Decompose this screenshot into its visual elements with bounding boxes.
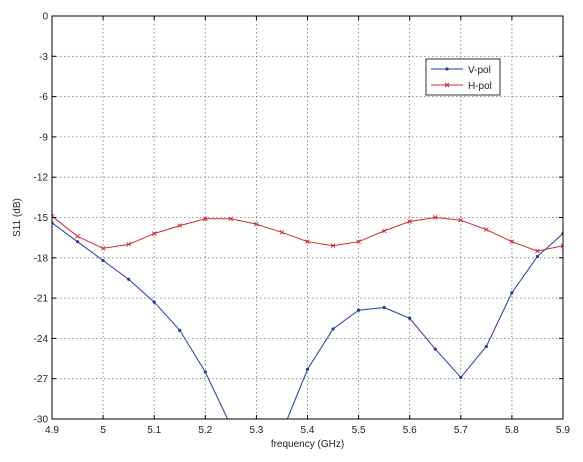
- data-point-v-pol: [357, 308, 361, 312]
- data-point-v-pol: [280, 431, 283, 434]
- y-tick-label: -30: [34, 415, 49, 426]
- data-point-h-pol: [305, 239, 310, 244]
- y-tick-label: -24: [34, 334, 49, 345]
- data-point-h-pol: [177, 223, 183, 228]
- data-point-h-pol: [509, 239, 515, 244]
- data-point-v-pol: [459, 375, 463, 379]
- legend-text-h-pol: H-pol: [468, 81, 492, 92]
- data-point-v-pol: [127, 277, 131, 281]
- legend-text-v-pol: V-pol: [468, 65, 491, 76]
- data-point-h-pol: [330, 243, 336, 249]
- data-point-v-pol: [101, 258, 105, 263]
- data-point-v-pol: [178, 328, 182, 332]
- data-point-v-pol: [535, 254, 540, 259]
- data-point-h-pol: [228, 216, 234, 222]
- data-point-h-pol: [484, 227, 489, 232]
- data-point-v-pol: [408, 316, 412, 320]
- data-point-h-pol: [458, 217, 464, 223]
- data-point-h-pol: [432, 215, 438, 220]
- y-tick-label: -3: [39, 52, 48, 63]
- x-tick-label: 5.2: [198, 425, 212, 436]
- y-tick-label: -18: [34, 253, 49, 264]
- data-point-h-pol: [279, 229, 285, 235]
- x-tick-label: 5.5: [352, 425, 366, 436]
- data-point-h-pol: [254, 221, 259, 227]
- data-point-v-pol: [510, 291, 514, 295]
- x-axis-label: frequency (GHz): [271, 439, 344, 450]
- x-tick-label: 5.4: [301, 425, 315, 436]
- data-point-v-pol: [484, 344, 488, 349]
- axis-ticks: 4.9 5 5.1 5.2 5.3 5.4 5.5 5.6 5.7 5.8 5.9 0 -3 -6 -9 -1…: [34, 12, 571, 437]
- data-point-v-pol: [152, 300, 156, 304]
- legend: V-pol H-pol: [425, 58, 501, 96]
- data-point-h-pol: [202, 216, 208, 222]
- x-tick-label: 5.9: [556, 425, 570, 436]
- legend-box: [425, 58, 501, 96]
- y-tick-label: -21: [34, 294, 49, 305]
- x-tick-label: 5.7: [454, 425, 468, 436]
- data-point-h-pol: [100, 246, 106, 251]
- y-tick-label: -6: [39, 92, 48, 103]
- data-point-v-pol: [382, 305, 386, 310]
- y-tick-label: -9: [39, 132, 48, 143]
- data-point-v-pol: [75, 240, 80, 244]
- data-point-h-pol: [151, 231, 157, 236]
- data-point-v-pol: [229, 424, 232, 427]
- series-lines: [52, 213, 563, 434]
- x-tick-label: 5.8: [505, 425, 519, 436]
- y-axis-label: S11 (dB): [12, 198, 23, 237]
- y-tick-label: 0: [42, 12, 48, 23]
- data-point-v-pol: [305, 367, 310, 371]
- y-tick-label: -12: [34, 173, 49, 184]
- legend-marker-h-pol: [444, 82, 450, 88]
- data-point-h-pol: [560, 243, 563, 249]
- data-point-h-pol: [356, 239, 361, 244]
- x-tick-label: 5: [100, 425, 106, 436]
- x-tick-label: 5.1: [147, 425, 161, 436]
- x-tick-label: 4.9: [45, 425, 59, 436]
- data-point-h-pol: [535, 248, 540, 254]
- x-tick-label: 5.3: [249, 425, 263, 436]
- data-point-h-pol: [75, 233, 80, 239]
- y-tick-label: -15: [34, 213, 49, 224]
- data-point-v-pol: [331, 327, 335, 331]
- grid-lines: [52, 16, 563, 419]
- data-point-v-pol: [433, 347, 437, 351]
- data-point-h-pol: [381, 228, 387, 234]
- data-point-v-pol: [203, 370, 207, 374]
- data-point-h-pol: [407, 219, 413, 224]
- data-point-h-pol: [126, 242, 131, 247]
- x-tick-label: 5.6: [403, 425, 417, 436]
- legend-marker-v-pol: [445, 67, 449, 71]
- y-tick-label: -27: [34, 374, 49, 385]
